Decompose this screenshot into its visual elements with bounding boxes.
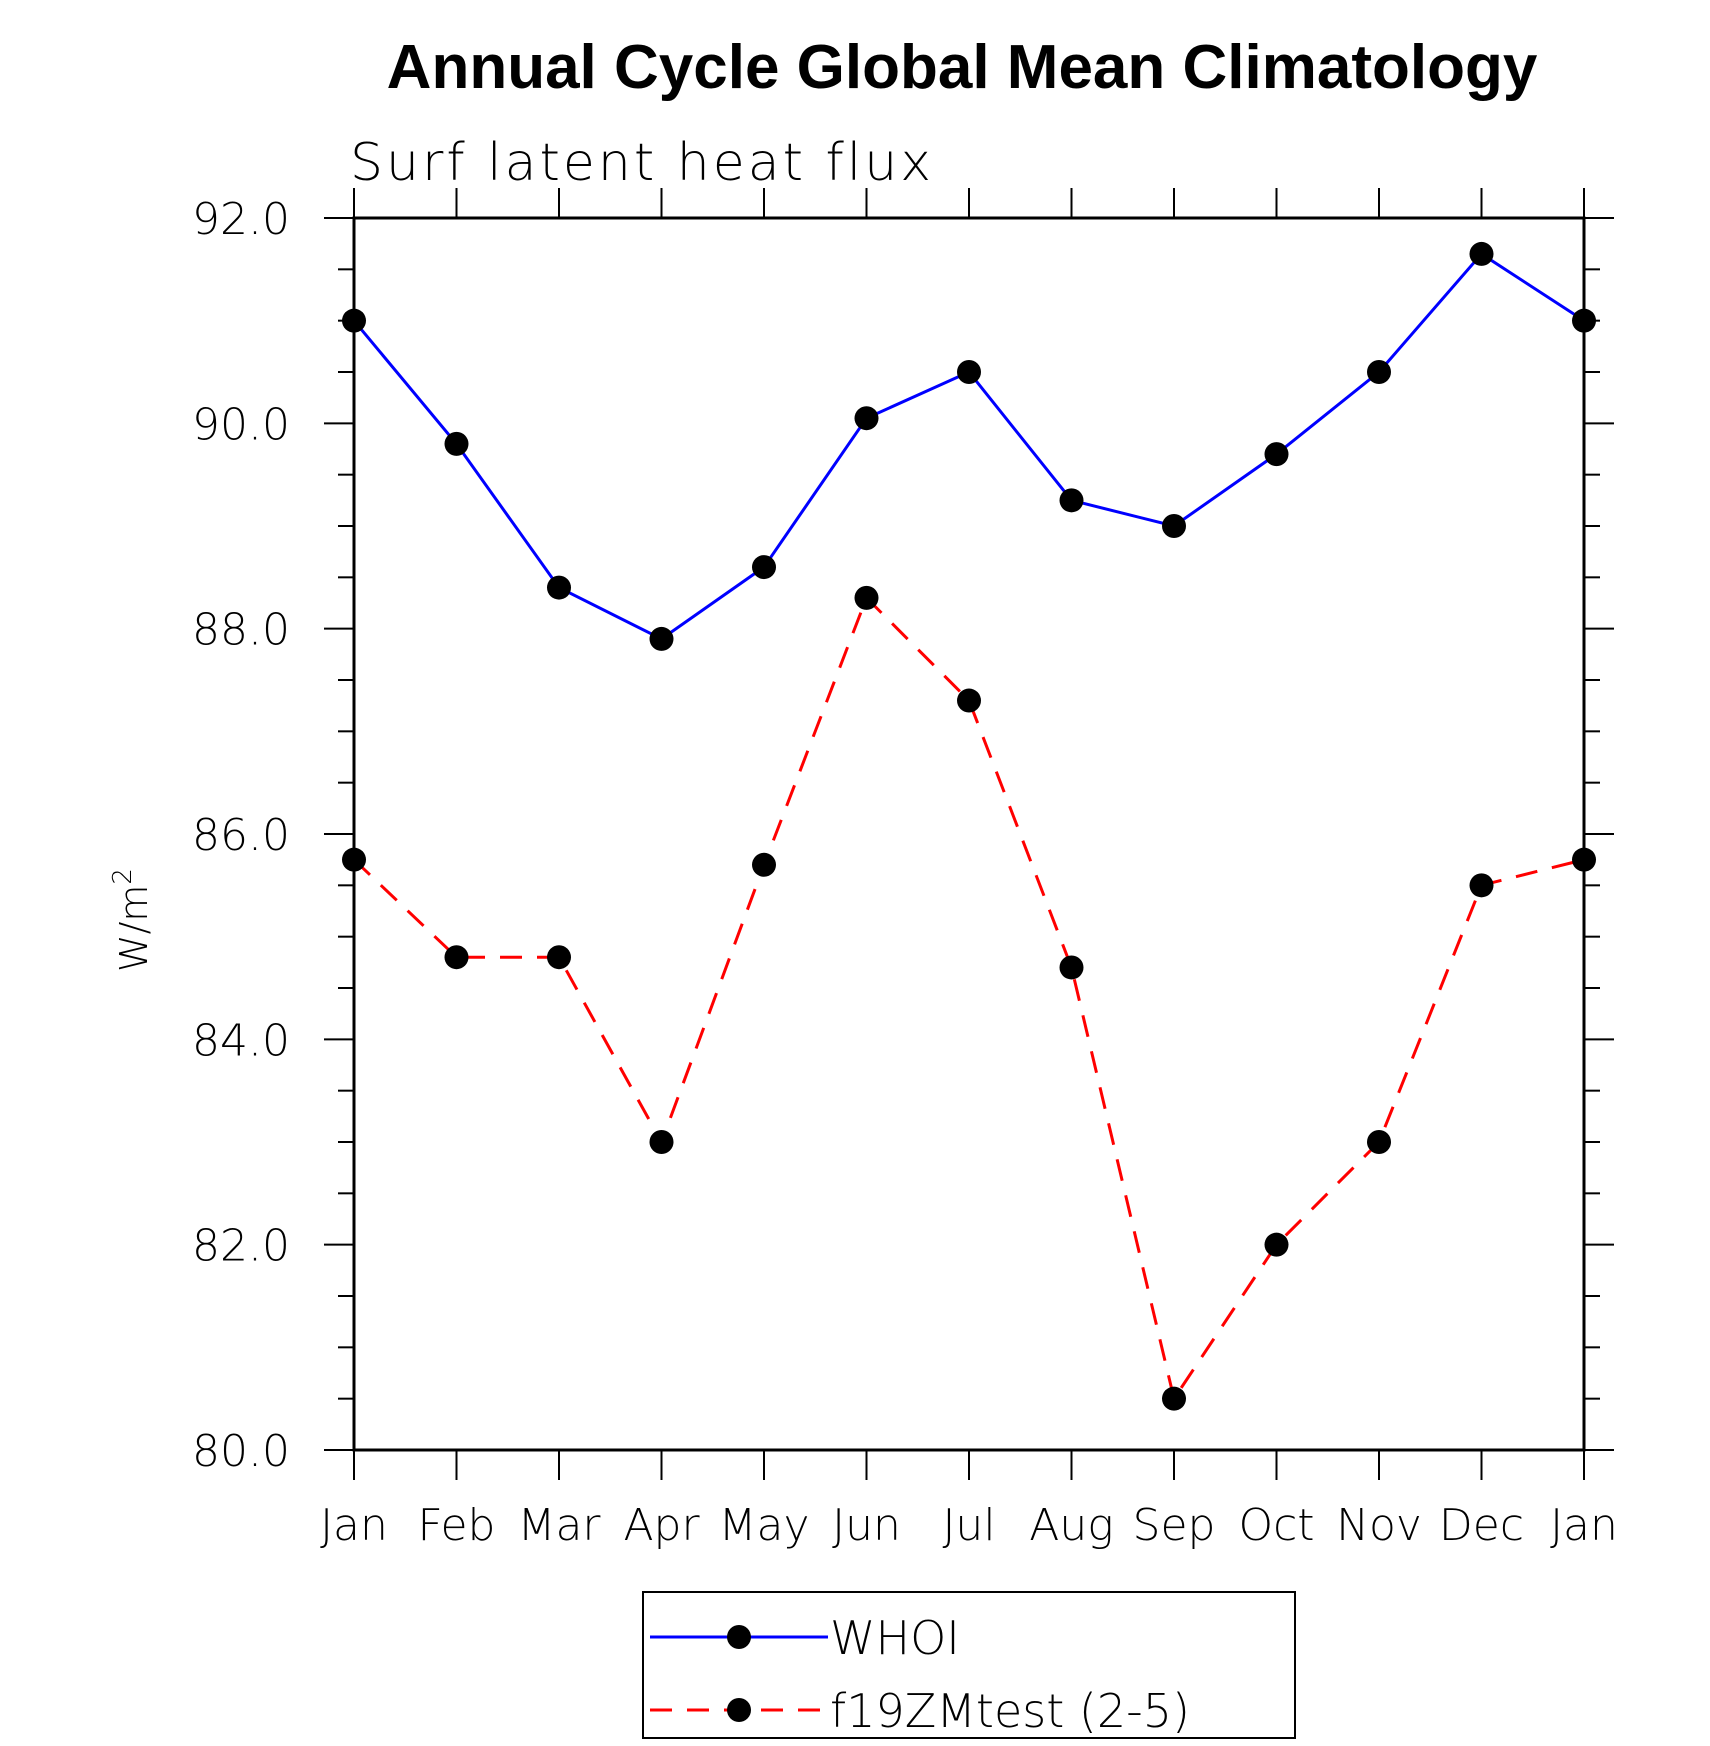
x-tick-label: May	[719, 1500, 810, 1551]
data-point	[547, 575, 571, 600]
x-tick-label: Nov	[1336, 1500, 1422, 1551]
data-point	[752, 555, 776, 580]
x-tick-label: Apr	[623, 1500, 700, 1551]
series-line-0	[352, 251, 1585, 641]
y-axis-label: W/m2	[108, 868, 156, 972]
data-point	[444, 945, 469, 970]
y-tick-label: 82.0	[192, 1221, 290, 1272]
series-group	[342, 241, 1596, 1411]
y-tick-label: 80.0	[192, 1426, 290, 1477]
data-point	[1264, 1232, 1289, 1257]
x-tick-label: Jan	[320, 1500, 388, 1551]
x-tick-label: Jan	[1550, 1500, 1618, 1551]
legend-marker-whoi	[727, 1625, 751, 1649]
legend-box	[642, 1591, 1296, 1739]
y-axis-ticks: 80.0 82.0 84.0 86.0 88.0 90.0 92.0	[192, 194, 1614, 1477]
data-point	[547, 945, 571, 970]
data-point	[1367, 360, 1391, 384]
data-point	[649, 626, 674, 651]
y-tick-label: 84.0	[192, 1015, 290, 1066]
y-axis-label-superscript: 2	[108, 868, 138, 885]
data-point	[752, 852, 776, 877]
y-tick-label: 92.0	[192, 194, 290, 245]
data-point	[957, 360, 981, 384]
chart-subtitle: Surf latent heat flux	[350, 133, 934, 193]
y-tick-label: 86.0	[192, 810, 290, 861]
data-point	[1059, 955, 1084, 980]
data-point	[1572, 308, 1596, 333]
data-point	[1469, 241, 1494, 266]
legend: WHOI f19ZMtest (2-5)	[642, 1591, 1296, 1739]
data-point	[1264, 442, 1289, 467]
series-line-1	[352, 595, 1585, 1403]
data-point	[854, 406, 879, 431]
y-axis-label-text: W/m	[112, 885, 156, 972]
chart-title: Annual Cycle Global Mean Climatology	[387, 33, 1538, 102]
data-point	[1572, 847, 1596, 872]
data-point	[1059, 488, 1084, 513]
x-tick-label: Jun	[832, 1500, 901, 1551]
x-tick-label: Aug	[1029, 1500, 1113, 1551]
x-tick-label: Mar	[517, 1500, 601, 1551]
data-point	[1162, 1386, 1186, 1411]
legend-label-whoi: WHOI	[830, 1611, 960, 1665]
data-point	[444, 431, 469, 456]
data-point	[957, 688, 981, 713]
x-tick-label: Jul	[942, 1500, 995, 1551]
data-point	[1162, 514, 1186, 538]
data-point	[649, 1130, 674, 1154]
data-point	[1367, 1130, 1391, 1154]
x-tick-label: Sep	[1133, 1500, 1216, 1551]
y-tick-label: 88.0	[192, 605, 290, 656]
x-axis-ticks: Jan Feb Mar Apr May Jun Jul Aug Sep Oct Nov Dec Jan	[320, 188, 1618, 1551]
data-point	[342, 847, 366, 872]
data-point	[854, 585, 879, 610]
data-point	[342, 308, 366, 333]
x-tick-label: Dec	[1439, 1500, 1524, 1551]
x-tick-label: Feb	[418, 1500, 496, 1551]
x-tick-label: Oct	[1238, 1500, 1314, 1551]
plot-frame	[352, 216, 1586, 1452]
y-tick-label: 90.0	[192, 399, 290, 450]
legend-label-f19zmtest: f19ZMtest (2-5)	[830, 1684, 1190, 1738]
legend-marker-f19zmtest	[727, 1698, 751, 1722]
data-point	[1469, 873, 1494, 898]
